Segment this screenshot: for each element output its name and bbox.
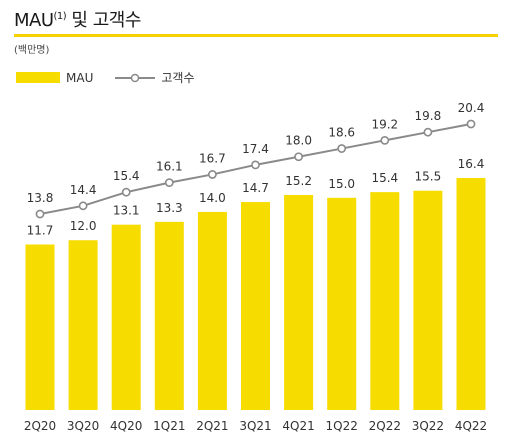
bar-label-1Q21: 13.3 [156, 201, 183, 215]
x-tick-4Q21: 4Q21 [282, 419, 314, 433]
legend-item-mau: MAU [16, 71, 93, 85]
line-label-4Q21: 18.0 [285, 134, 312, 148]
bar-label-4Q22: 16.4 [458, 157, 485, 171]
line-point-2Q20 [35, 209, 45, 219]
bar-label-3Q21: 14.7 [242, 181, 269, 195]
x-tick-2Q21: 2Q21 [196, 419, 228, 433]
legend-label-customers: 고객수 [161, 71, 195, 85]
x-tick-1Q22: 1Q22 [326, 419, 358, 433]
bar-label-3Q20: 12.0 [70, 219, 97, 233]
legend-item-customers: 고객수 [115, 69, 194, 86]
chart-title: MAU(1) 및 고객수 [14, 10, 141, 31]
bar-4Q22 [456, 178, 486, 410]
line-point-4Q22 [466, 119, 476, 129]
bar-2Q20 [25, 244, 55, 410]
line-label-4Q20: 15.4 [113, 169, 140, 183]
legend-label-mau: MAU [66, 70, 94, 85]
line-point-3Q21 [251, 160, 260, 170]
x-tick-3Q22: 3Q22 [412, 419, 444, 433]
bar-label-2Q21: 14.0 [199, 191, 226, 205]
bar-1Q22 [327, 197, 357, 410]
legend-line-swatch [115, 73, 156, 82]
bar-2Q21 [197, 211, 227, 410]
line-label-3Q22: 19.8 [415, 109, 442, 123]
bar-label-3Q22: 15.5 [415, 170, 442, 184]
x-tick-4Q22: 4Q22 [455, 419, 487, 433]
line-point-2Q21 [207, 170, 217, 179]
bar-3Q21 [241, 202, 270, 410]
line-label-2Q22: 19.2 [371, 117, 398, 131]
x-tick-3Q20: 3Q20 [67, 419, 99, 433]
line-label-3Q20: 14.4 [70, 183, 97, 197]
line-point-3Q20 [78, 201, 88, 211]
x-tick-2Q22: 2Q22 [369, 419, 401, 433]
bar-2Q22 [370, 192, 400, 410]
bar-label-4Q20: 13.1 [113, 204, 140, 218]
line-label-1Q22: 18.6 [328, 126, 355, 140]
line-point-4Q20 [121, 187, 131, 197]
legend-bar-swatch [16, 72, 60, 83]
line-label-2Q20: 13.8 [27, 191, 54, 205]
bar-4Q21 [284, 194, 314, 410]
unit-label: (백만명) [14, 45, 50, 56]
line-label-4Q22: 20.4 [458, 101, 485, 115]
bar-label-4Q21: 15.2 [285, 174, 312, 188]
line-label-3Q21: 17.4 [242, 142, 269, 156]
line-label-2Q21: 16.7 [199, 151, 226, 165]
x-tick-1Q21: 1Q21 [153, 419, 185, 433]
x-tick-4Q20: 4Q20 [110, 419, 142, 433]
line-label-1Q21: 16.1 [156, 160, 183, 174]
bar-label-2Q22: 15.4 [371, 171, 398, 185]
line-point-3Q22 [423, 127, 433, 137]
x-tick-2Q20: 2Q20 [24, 419, 56, 433]
line-point-1Q21 [164, 178, 174, 188]
line-point-1Q22 [337, 144, 347, 153]
bar-label-2Q20: 11.7 [27, 223, 54, 237]
bar-1Q21 [154, 221, 184, 410]
bar-4Q20 [111, 224, 141, 410]
title-underline [14, 34, 498, 37]
line-point-4Q21 [294, 152, 303, 162]
bar-3Q20 [68, 240, 98, 410]
line-point-2Q22 [380, 135, 390, 145]
bar-label-1Q22: 15.0 [328, 177, 355, 191]
x-tick-3Q21: 3Q21 [239, 419, 271, 433]
bar-3Q22 [413, 190, 443, 410]
legend: MAU 고객수 [16, 69, 216, 86]
